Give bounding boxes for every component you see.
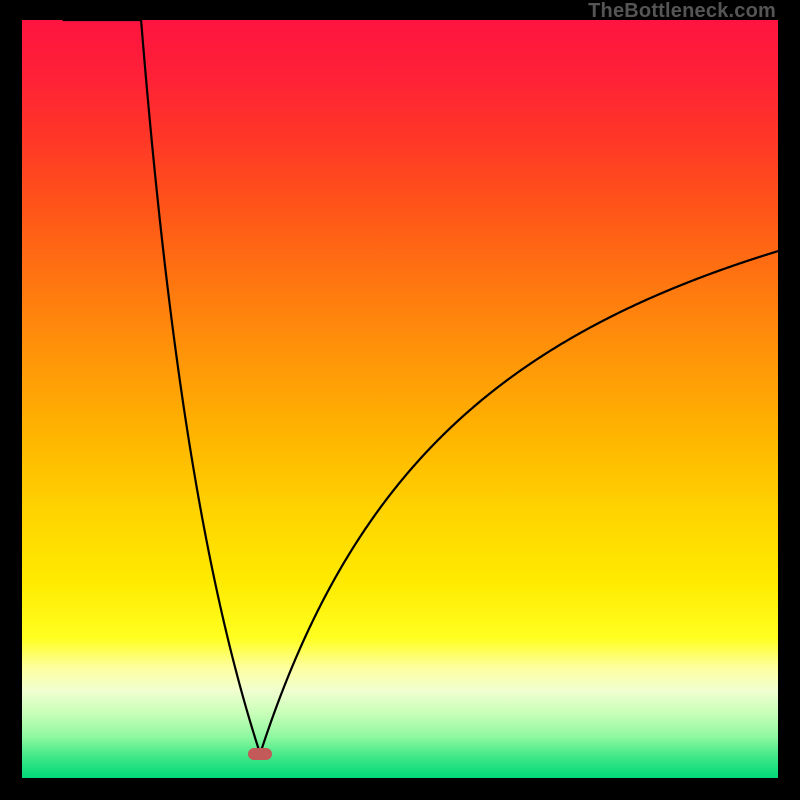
gradient-background [22,20,778,778]
optimum-marker [248,748,272,760]
watermark-text: TheBottleneck.com [588,0,776,23]
plot-svg [22,20,778,778]
chart-frame: TheBottleneck.com [0,0,800,800]
plot-area [22,20,778,778]
